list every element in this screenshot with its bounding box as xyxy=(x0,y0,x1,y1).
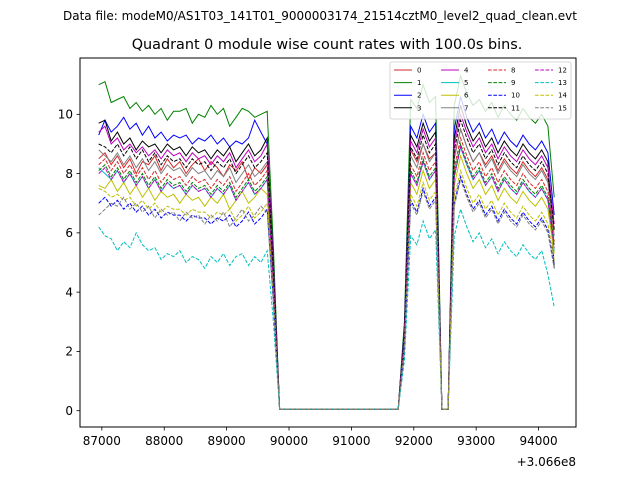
legend-label-4: 4 xyxy=(464,67,469,75)
legend-label-3: 3 xyxy=(417,104,421,112)
y-tick-label: 4 xyxy=(65,285,73,299)
legend-label-8: 8 xyxy=(511,67,515,75)
x-axis: 87000 88000 89000 90000 91000 92000 93000 94000 xyxy=(83,427,558,448)
legend-label-11: 11 xyxy=(511,104,520,112)
legend-label-5: 5 xyxy=(464,79,468,87)
series-group xyxy=(98,73,555,410)
chart-title: Quadrant 0 module wise count rates with … xyxy=(132,37,523,53)
legend-label-15: 15 xyxy=(558,104,567,112)
series-line-15 xyxy=(98,177,555,410)
legend-label-0: 0 xyxy=(417,67,421,75)
legend-label-13: 13 xyxy=(558,79,567,87)
legend-label-12: 12 xyxy=(558,67,567,75)
legend-label-14: 14 xyxy=(558,92,567,100)
legend-label-7: 7 xyxy=(464,104,468,112)
legend-label-9: 9 xyxy=(511,79,515,87)
legend-label-1: 1 xyxy=(417,79,421,87)
figure-suptitle: Data file: modeM0/AS1T03_141T01_90000031… xyxy=(63,9,577,23)
y-tick-label: 2 xyxy=(65,345,73,359)
x-tick-label: 92000 xyxy=(395,434,433,448)
plot-area xyxy=(79,57,577,428)
axes-frame xyxy=(79,57,577,428)
x-tick-label: 93000 xyxy=(457,434,495,448)
legend-label-2: 2 xyxy=(417,92,421,100)
legend-box xyxy=(389,61,572,120)
legend-label-6: 6 xyxy=(464,92,469,100)
x-offset-label: +3.066e8 xyxy=(517,455,576,469)
x-tick-label: 90000 xyxy=(270,434,308,448)
legend-label-10: 10 xyxy=(511,92,520,100)
series-line-14 xyxy=(98,168,555,410)
y-axis: 0 2 4 6 8 10 xyxy=(58,108,80,418)
series-line-12 xyxy=(98,145,555,410)
y-tick-label: 10 xyxy=(58,108,73,122)
x-tick-label: 89000 xyxy=(208,434,246,448)
y-tick-label: 0 xyxy=(65,404,73,418)
x-tick-label: 94000 xyxy=(519,434,557,448)
x-tick-label: 91000 xyxy=(332,434,370,448)
series-line-13 xyxy=(98,207,555,410)
y-tick-label: 6 xyxy=(65,226,73,240)
y-tick-label: 8 xyxy=(65,167,73,181)
x-tick-label: 87000 xyxy=(83,434,121,448)
x-tick-label: 88000 xyxy=(145,434,183,448)
